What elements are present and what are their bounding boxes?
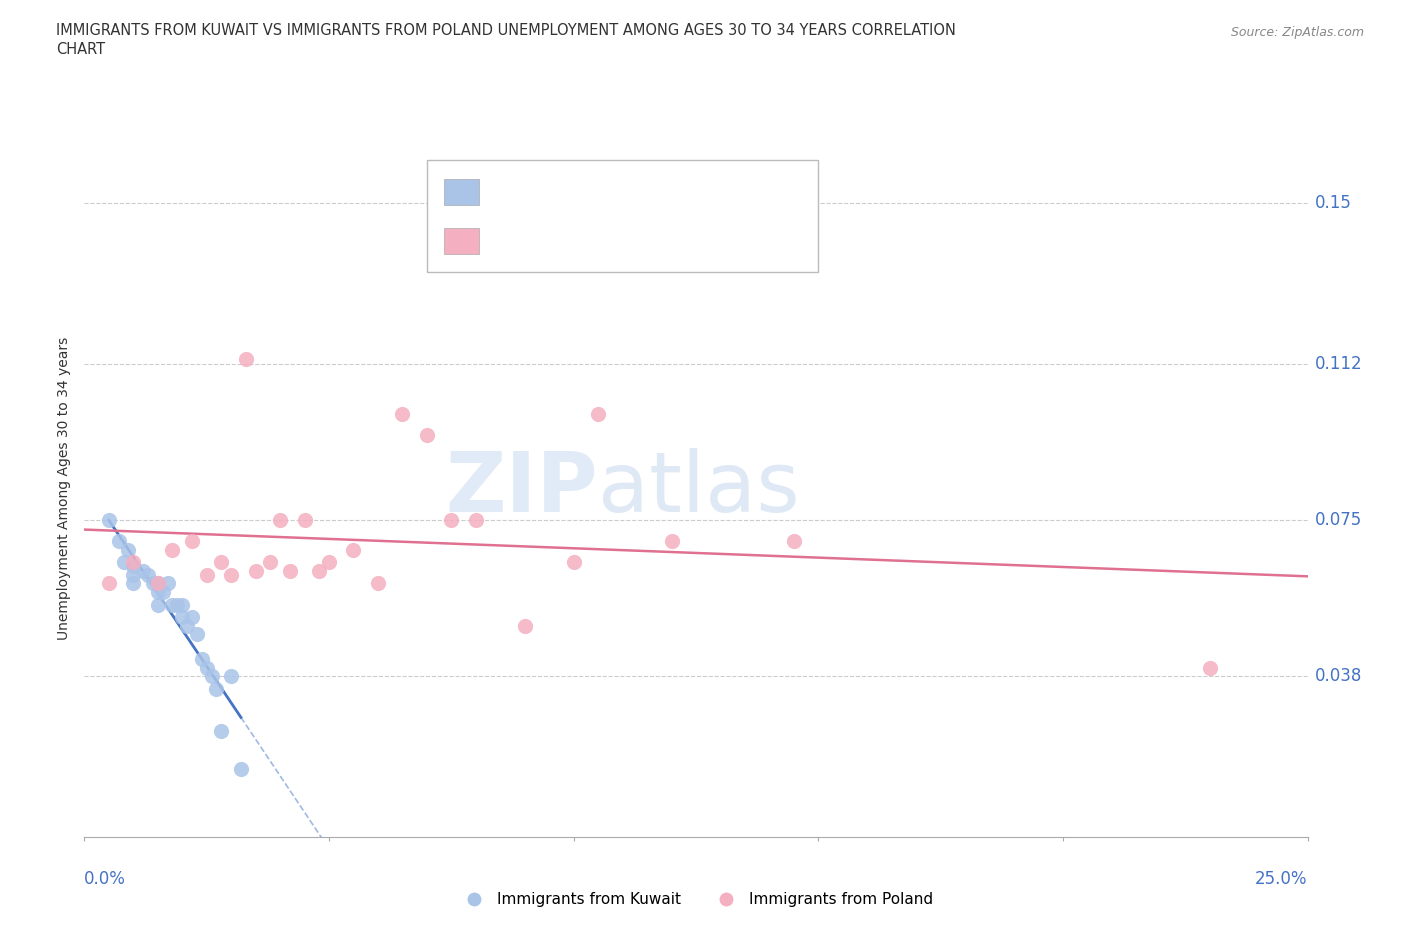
Text: 0.038: 0.038 bbox=[1315, 668, 1362, 685]
Point bbox=[97, 576, 120, 591]
Point bbox=[209, 555, 232, 570]
Point bbox=[209, 724, 232, 738]
Point bbox=[308, 564, 330, 578]
Text: R =: R = bbox=[491, 184, 523, 199]
Point bbox=[586, 406, 609, 421]
Point bbox=[162, 542, 184, 557]
Point bbox=[318, 555, 340, 570]
Text: 28: 28 bbox=[612, 233, 633, 248]
Point bbox=[122, 567, 145, 582]
Point bbox=[235, 352, 257, 366]
Point bbox=[219, 567, 242, 582]
Point bbox=[464, 512, 486, 527]
Text: 29: 29 bbox=[612, 184, 633, 199]
Point bbox=[122, 559, 145, 574]
Point bbox=[142, 576, 165, 591]
Point bbox=[269, 512, 291, 527]
Point bbox=[172, 597, 194, 612]
Text: IMMIGRANTS FROM KUWAIT VS IMMIGRANTS FROM POLAND UNEMPLOYMENT AMONG AGES 30 TO 3: IMMIGRANTS FROM KUWAIT VS IMMIGRANTS FRO… bbox=[56, 23, 956, 38]
Point bbox=[195, 660, 218, 675]
Point bbox=[152, 584, 174, 599]
Point bbox=[181, 610, 204, 625]
Point bbox=[219, 669, 242, 684]
Point bbox=[181, 534, 204, 549]
Point bbox=[122, 555, 145, 570]
Text: R =: R = bbox=[491, 233, 523, 248]
Point bbox=[259, 555, 281, 570]
Text: 0.075: 0.075 bbox=[1315, 511, 1362, 529]
Point bbox=[117, 542, 139, 557]
Text: ZIP: ZIP bbox=[446, 447, 598, 529]
Point bbox=[294, 512, 316, 527]
Point bbox=[191, 652, 214, 667]
Text: CHART: CHART bbox=[56, 42, 105, 57]
Point bbox=[107, 534, 129, 549]
Point bbox=[146, 576, 169, 591]
Text: 0.220: 0.220 bbox=[515, 233, 568, 248]
Point bbox=[440, 512, 463, 527]
Point bbox=[200, 669, 222, 684]
Point bbox=[146, 576, 169, 591]
Text: 0.0%: 0.0% bbox=[84, 870, 127, 887]
Point bbox=[783, 534, 806, 549]
Point bbox=[97, 512, 120, 527]
Point bbox=[513, 618, 536, 633]
Point bbox=[278, 564, 301, 578]
Point bbox=[112, 555, 135, 570]
Point bbox=[416, 428, 439, 443]
Text: -0.190: -0.190 bbox=[515, 184, 568, 199]
Text: 0.112: 0.112 bbox=[1315, 354, 1362, 373]
Point bbox=[367, 576, 389, 591]
Point bbox=[166, 597, 188, 612]
Y-axis label: Unemployment Among Ages 30 to 34 years: Unemployment Among Ages 30 to 34 years bbox=[58, 337, 72, 640]
Point bbox=[562, 555, 585, 570]
Point bbox=[661, 534, 683, 549]
Point bbox=[1198, 660, 1220, 675]
Point bbox=[162, 597, 184, 612]
Point bbox=[136, 567, 159, 582]
Point bbox=[342, 542, 364, 557]
Point bbox=[156, 576, 179, 591]
Text: N =: N = bbox=[581, 184, 624, 199]
Point bbox=[146, 597, 169, 612]
Legend: Immigrants from Kuwait, Immigrants from Poland: Immigrants from Kuwait, Immigrants from … bbox=[453, 886, 939, 913]
Point bbox=[205, 682, 228, 697]
Text: Source: ZipAtlas.com: Source: ZipAtlas.com bbox=[1230, 26, 1364, 39]
Point bbox=[229, 762, 252, 777]
Point bbox=[176, 618, 198, 633]
Text: 0.15: 0.15 bbox=[1315, 194, 1351, 212]
Point bbox=[122, 576, 145, 591]
Text: 25.0%: 25.0% bbox=[1256, 870, 1308, 887]
Point bbox=[172, 610, 194, 625]
Point bbox=[245, 564, 267, 578]
Point bbox=[146, 584, 169, 599]
Point bbox=[195, 567, 218, 582]
Text: atlas: atlas bbox=[598, 447, 800, 529]
Point bbox=[132, 564, 155, 578]
Point bbox=[186, 627, 208, 642]
Point bbox=[391, 406, 413, 421]
Text: N =: N = bbox=[581, 233, 624, 248]
